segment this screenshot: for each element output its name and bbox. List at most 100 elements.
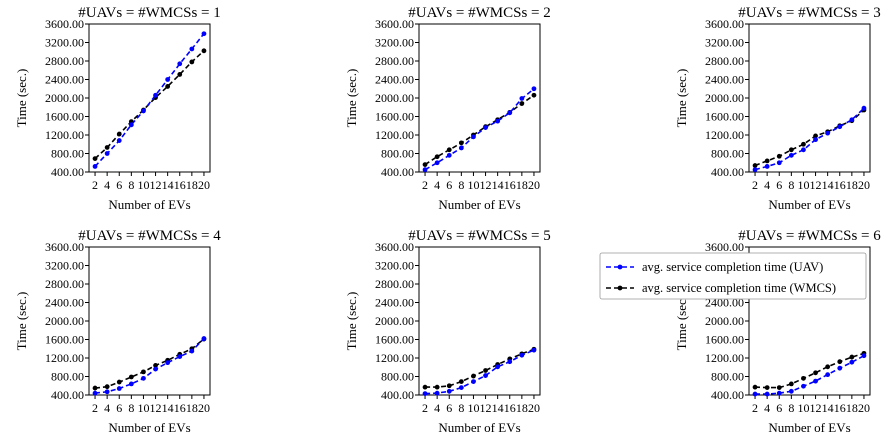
x-tick-label: 4 xyxy=(764,401,770,415)
y-tick-label: 3600.00 xyxy=(375,240,414,254)
x-tick-label: 14 xyxy=(822,401,834,415)
x-tick-label: 2 xyxy=(422,178,428,192)
data-point xyxy=(153,366,158,372)
data-point xyxy=(801,141,806,147)
series-uav xyxy=(422,86,537,173)
data-point xyxy=(434,154,440,160)
subplot-title: #UAVs = #WMCSs = 1 xyxy=(78,5,221,21)
series-line xyxy=(755,354,865,395)
x-tick-label: 10 xyxy=(467,401,479,415)
subplot-title: #UAVs = #WMCSs = 6 xyxy=(738,228,881,244)
x-tick-label: 8 xyxy=(788,401,794,415)
data-point xyxy=(752,167,758,173)
y-axis-label: Time (sec.) xyxy=(344,292,359,351)
series-uav xyxy=(752,353,867,397)
data-point xyxy=(531,92,537,98)
data-point xyxy=(189,59,195,65)
y-tick-label: 2000.00 xyxy=(375,314,414,328)
data-point xyxy=(801,375,806,381)
data-point xyxy=(422,162,428,168)
y-tick-label: 400.00 xyxy=(711,165,744,179)
data-point xyxy=(764,158,770,164)
data-point xyxy=(104,384,110,390)
series-uav xyxy=(752,105,867,173)
data-point xyxy=(519,96,525,101)
data-point xyxy=(458,385,464,390)
y-tick-label: 2800.00 xyxy=(45,54,84,68)
plot-frame xyxy=(748,23,871,173)
x-tick-label: 12 xyxy=(810,178,822,192)
data-point xyxy=(507,110,513,116)
data-point xyxy=(764,164,770,169)
data-point xyxy=(128,122,134,128)
y-tick-label: 800.00 xyxy=(711,147,744,161)
data-point xyxy=(458,379,464,384)
data-point xyxy=(813,378,818,384)
data-point xyxy=(434,390,440,396)
subplot-4: #UAVs = #WMCSs = 4 400.00 800.00 1200.00 160… xyxy=(14,228,221,435)
y-axis-label: Time (sec.) xyxy=(674,69,689,128)
x-tick-label: 4 xyxy=(764,178,770,192)
x-tick-label: 12 xyxy=(480,178,492,192)
y-tick-label: 2800.00 xyxy=(705,54,744,68)
data-point xyxy=(471,373,476,379)
x-tick-label: 20 xyxy=(858,401,870,415)
subplot-title: #UAVs = #WMCSs = 4 xyxy=(78,228,221,244)
x-tick-label: 16 xyxy=(504,178,516,192)
x-tick-label: 6 xyxy=(446,401,452,415)
series-line xyxy=(94,50,205,160)
series-line xyxy=(754,352,865,389)
series-wmcs xyxy=(92,48,207,161)
data-point xyxy=(141,108,146,114)
data-point xyxy=(446,152,452,158)
data-point xyxy=(165,77,171,82)
data-point xyxy=(128,381,134,387)
data-point xyxy=(849,359,855,365)
data-point xyxy=(141,375,146,381)
y-tick-label: 1200.00 xyxy=(705,128,744,142)
data-point xyxy=(813,133,818,139)
y-axis-label: Time (sec.) xyxy=(674,292,689,351)
data-point xyxy=(825,364,831,370)
x-tick-label: 16 xyxy=(174,178,186,192)
legend-box xyxy=(599,252,867,300)
series-line xyxy=(424,88,535,171)
data-point xyxy=(92,390,98,396)
data-point xyxy=(458,140,464,146)
y-tick-label: 1200.00 xyxy=(705,351,744,365)
data-point xyxy=(189,348,195,354)
data-point xyxy=(495,118,501,124)
data-point xyxy=(446,383,452,389)
y-tick-label: 3600.00 xyxy=(45,17,84,31)
data-point xyxy=(825,130,831,136)
y-tick-label: 2400.00 xyxy=(375,296,414,310)
x-tick-label: 12 xyxy=(150,401,162,415)
data-point xyxy=(177,72,183,77)
y-tick-label: 1600.00 xyxy=(45,110,84,124)
data-point xyxy=(776,153,782,159)
data-point xyxy=(128,374,134,380)
y-tick-label: 2800.00 xyxy=(375,54,414,68)
series-line xyxy=(94,338,205,389)
data-point xyxy=(422,384,428,390)
data-point xyxy=(764,385,770,390)
data-point xyxy=(752,163,758,168)
data-point xyxy=(177,61,183,67)
subplot-title: #UAVs = #WMCSs = 3 xyxy=(738,5,881,21)
data-point xyxy=(434,160,440,166)
series-wmcs xyxy=(92,336,207,391)
data-point xyxy=(861,105,867,111)
series-wmcs xyxy=(422,346,537,390)
y-tick-label: 800.00 xyxy=(381,147,414,161)
x-tick-label: 6 xyxy=(776,178,782,192)
y-tick-label: 800.00 xyxy=(381,370,414,384)
subplot-5: #UAVs = #WMCSs = 5 400.00 800.00 1200.00 160… xyxy=(344,228,551,435)
x-tick-label: 4 xyxy=(104,401,110,415)
y-tick-label: 1600.00 xyxy=(45,333,84,347)
data-point xyxy=(788,147,794,153)
data-point xyxy=(483,125,488,130)
data-point xyxy=(813,137,818,143)
data-point xyxy=(116,131,122,137)
x-tick-label: 18 xyxy=(846,401,858,415)
